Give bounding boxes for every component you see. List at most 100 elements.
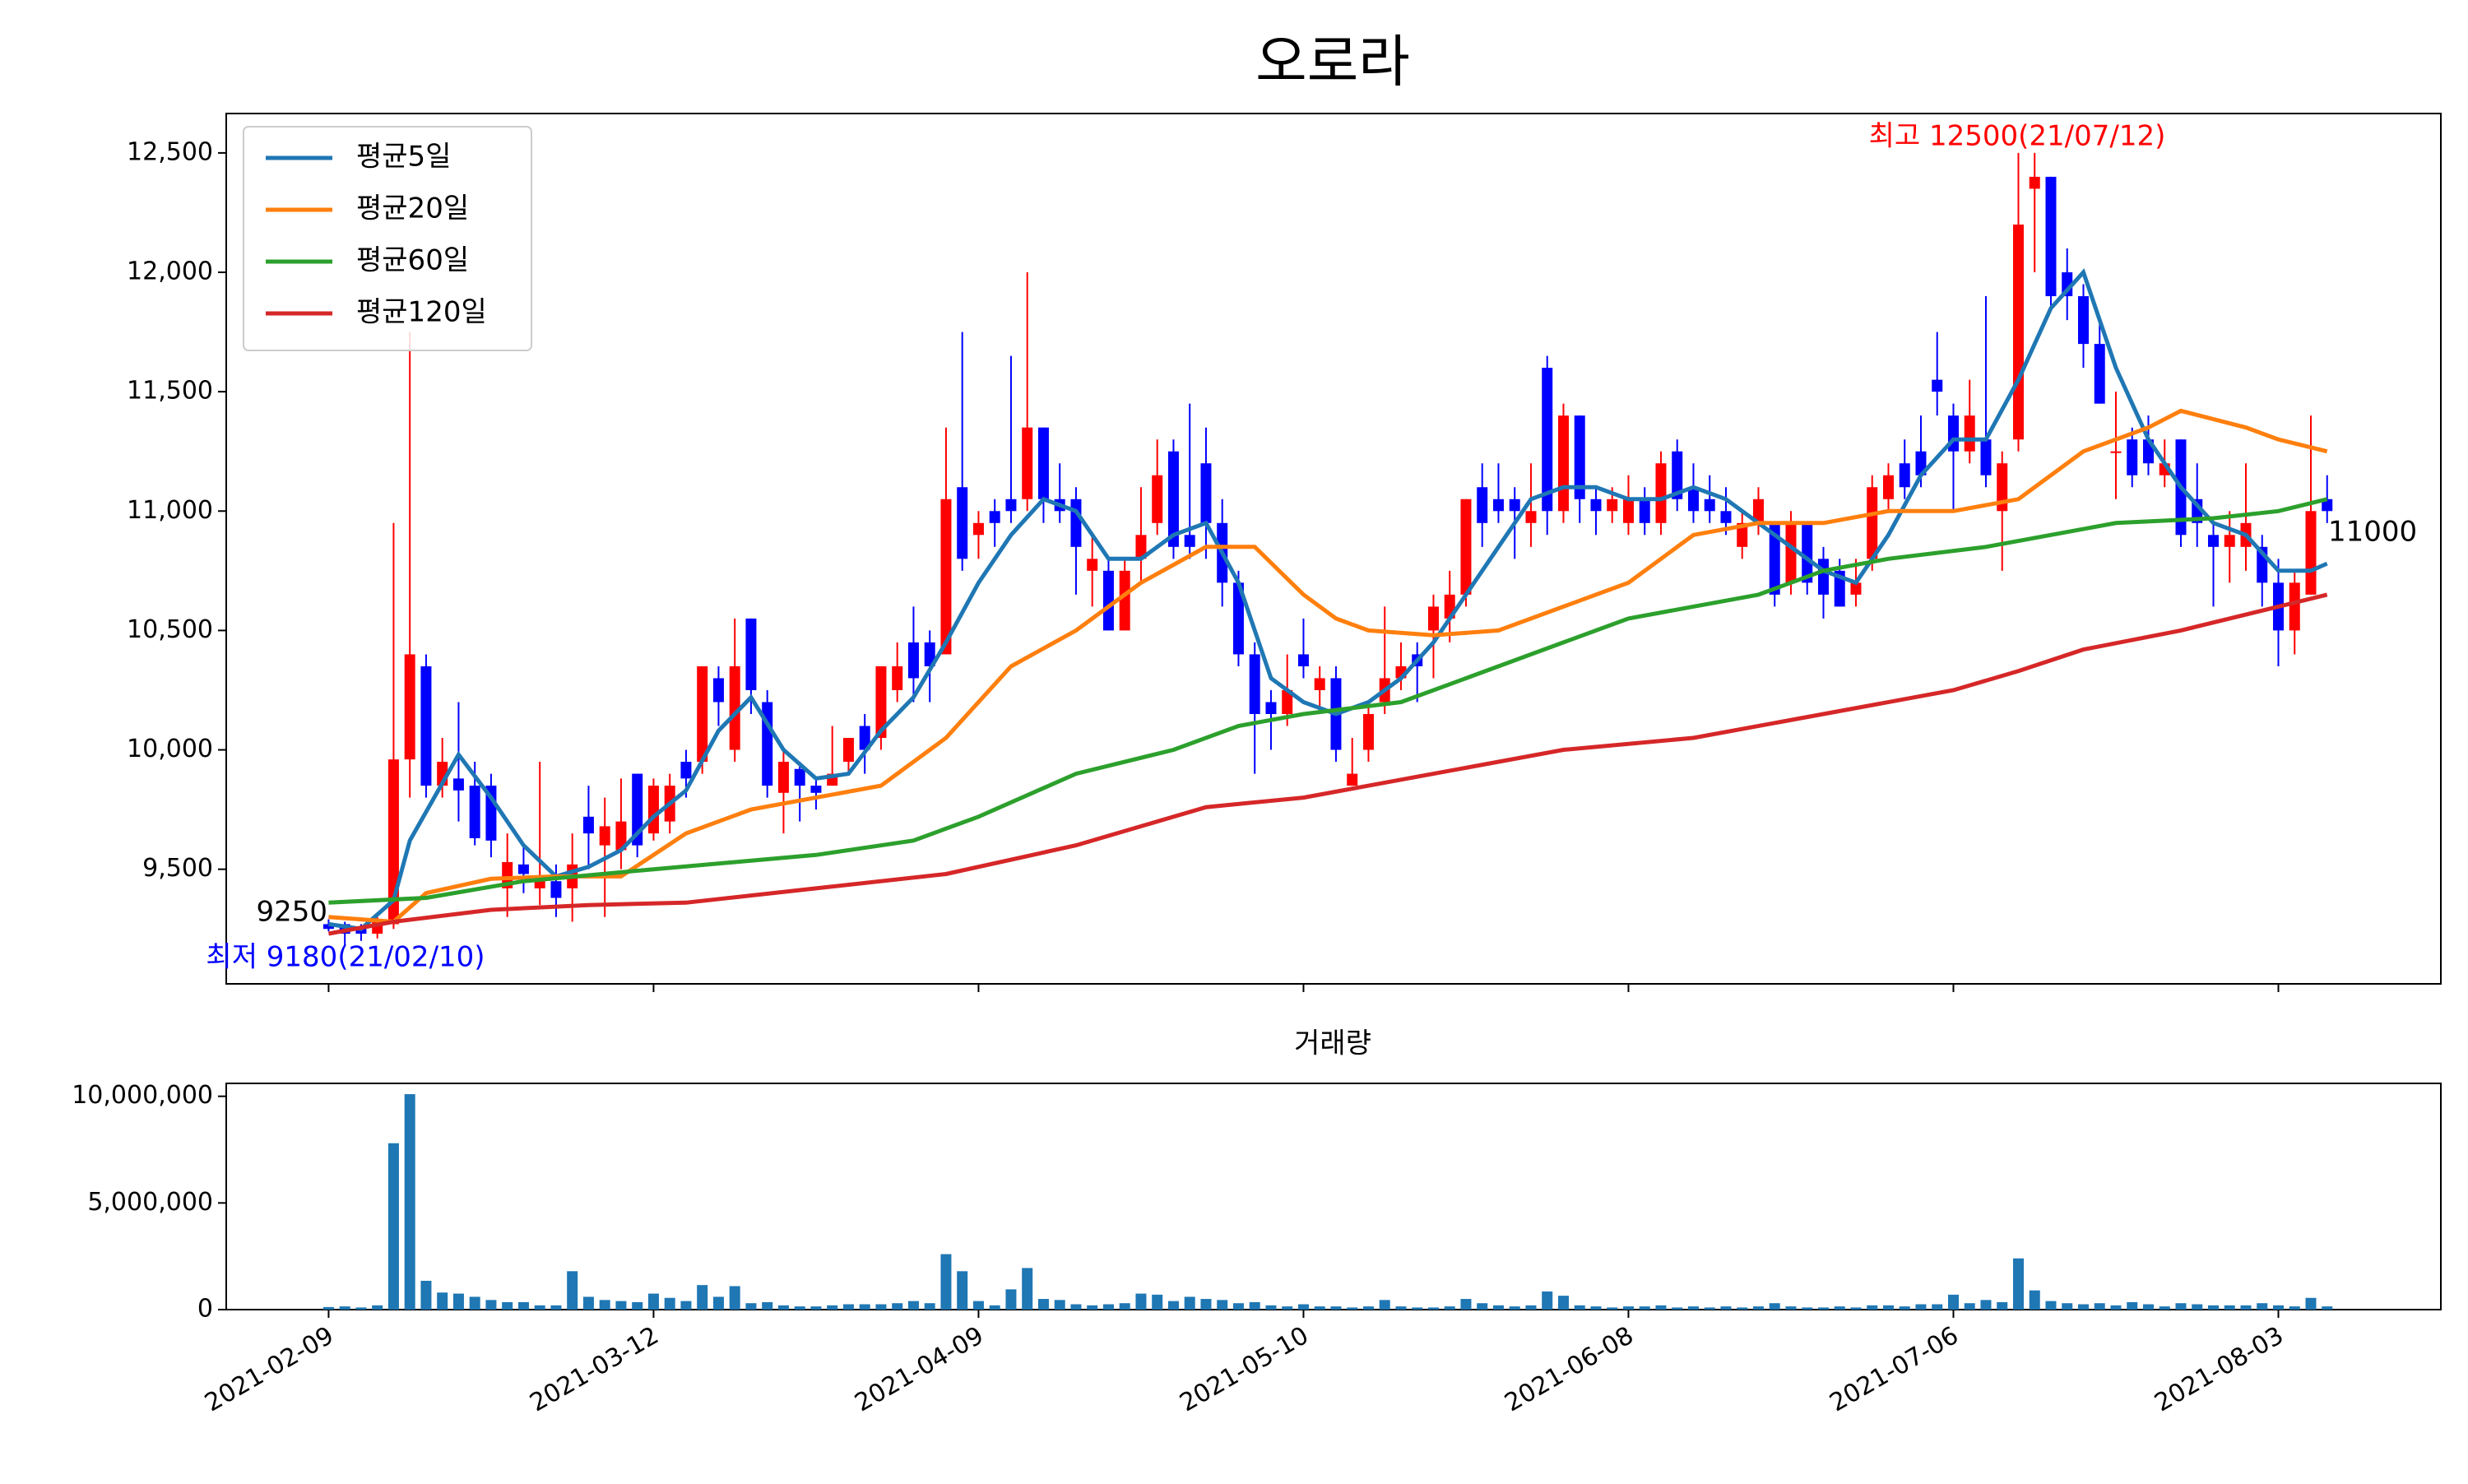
candle-body xyxy=(615,821,627,851)
volume-bar xyxy=(582,1296,594,1310)
volume-bar xyxy=(777,1305,789,1310)
volume-bar xyxy=(339,1306,350,1310)
y-tick-label: 11,500 xyxy=(127,377,213,406)
candle-body xyxy=(680,762,692,779)
candle-body xyxy=(2322,499,2333,512)
candle-body xyxy=(1200,463,1212,523)
volume-bar xyxy=(1639,1306,1650,1310)
legend-label: 평균20일 xyxy=(356,192,469,225)
volume-bar xyxy=(1135,1293,1147,1310)
volume-bar xyxy=(2142,1304,2154,1310)
volume-bar xyxy=(517,1301,529,1310)
candle-body xyxy=(1737,522,1748,547)
candle-body xyxy=(1232,582,1244,655)
candle-body xyxy=(729,665,740,750)
volume-bar xyxy=(2062,1303,2073,1310)
volume-bar xyxy=(1217,1300,1228,1310)
volume-bar xyxy=(1395,1306,1407,1310)
volume-bar xyxy=(2289,1306,2300,1310)
candle-body xyxy=(712,678,724,703)
volume-bar xyxy=(1379,1300,1390,1310)
ma-line xyxy=(328,268,2328,931)
volume-bar xyxy=(1330,1306,1342,1310)
volume-bar xyxy=(1997,1301,2008,1310)
candle-body xyxy=(1005,499,1017,512)
volume-bar xyxy=(1314,1306,1325,1310)
candle-body xyxy=(1557,415,1569,512)
volume-bar xyxy=(1542,1291,1553,1310)
volume-bar xyxy=(2207,1305,2219,1310)
x-tick-label: 2021-06-08 xyxy=(1500,1321,1638,1417)
ma-line xyxy=(328,408,2328,925)
candle-body xyxy=(1590,499,1602,512)
volume-bar xyxy=(1590,1306,1602,1310)
volume-bar xyxy=(1022,1268,1033,1310)
volume-bar xyxy=(1752,1306,1764,1310)
volume-bar xyxy=(2272,1305,2284,1310)
candle-body xyxy=(1167,451,1179,547)
price-axes xyxy=(225,113,2442,985)
candle-body xyxy=(1542,368,1553,512)
volume-bar xyxy=(322,1306,334,1310)
volume-bar xyxy=(745,1303,757,1310)
candle-body xyxy=(1037,427,1049,499)
volume-bar xyxy=(1070,1304,1082,1310)
volume-bar xyxy=(924,1303,935,1310)
candle-body xyxy=(1899,463,1910,488)
candle-body xyxy=(1785,522,1797,583)
candle-body xyxy=(1980,439,1992,475)
volume-bar xyxy=(1427,1307,1439,1310)
candle-body xyxy=(1867,487,1878,559)
volume-bar xyxy=(1087,1305,1098,1310)
x-tick-label: 2021-08-03 xyxy=(2150,1321,2288,1417)
volume-bar xyxy=(1265,1305,1277,1310)
volume-bar xyxy=(1915,1304,1927,1310)
volume-bar xyxy=(1850,1307,1862,1310)
candle-body xyxy=(2110,451,2122,453)
volume-bar xyxy=(647,1293,659,1310)
candle-body xyxy=(1509,499,1520,512)
volume-bar xyxy=(2305,1297,2317,1310)
volume-bar xyxy=(712,1296,724,1310)
candle-body xyxy=(1362,714,1374,750)
volume-bar xyxy=(1687,1306,1699,1310)
candle-body xyxy=(1639,499,1650,523)
candle-body xyxy=(794,768,805,786)
candle-body xyxy=(2127,439,2138,475)
candle-body xyxy=(1070,499,1082,547)
volume-bar xyxy=(1477,1303,1488,1310)
volume-bar xyxy=(1167,1301,1179,1310)
candle-body xyxy=(1249,654,1260,715)
x-tick-label: 2021-05-10 xyxy=(1175,1321,1313,1417)
candle-body xyxy=(420,665,432,786)
candle-body xyxy=(1347,773,1358,786)
volume-bar xyxy=(2127,1301,2138,1310)
candle-body xyxy=(2305,511,2317,595)
volume-bar xyxy=(989,1305,1000,1310)
ma-line xyxy=(328,497,2328,905)
candle-body xyxy=(1720,511,1732,523)
candle-body xyxy=(924,642,935,666)
candle-body xyxy=(989,511,1000,523)
volume-bar xyxy=(420,1280,432,1310)
candle-body xyxy=(1265,702,1277,715)
candle-body xyxy=(2289,582,2300,631)
volume-bar xyxy=(452,1293,464,1310)
x-tick-label: 2021-02-09 xyxy=(200,1321,338,1417)
candle-body xyxy=(1135,535,1147,559)
volume-bar xyxy=(1005,1289,1017,1310)
volume-bar xyxy=(485,1300,497,1310)
candle-body xyxy=(2029,176,2040,189)
volume-bar xyxy=(697,1285,708,1310)
volume-title: 거래량 xyxy=(1294,1027,1371,1060)
candle-body xyxy=(1704,499,1715,512)
volume-bar xyxy=(1362,1306,1374,1310)
volume-bar xyxy=(1509,1306,1520,1310)
volume-bar xyxy=(632,1301,643,1310)
candle-body xyxy=(875,665,887,739)
candle-body xyxy=(1087,559,1098,571)
candle-body xyxy=(647,786,659,834)
candle-body xyxy=(1672,451,1683,499)
